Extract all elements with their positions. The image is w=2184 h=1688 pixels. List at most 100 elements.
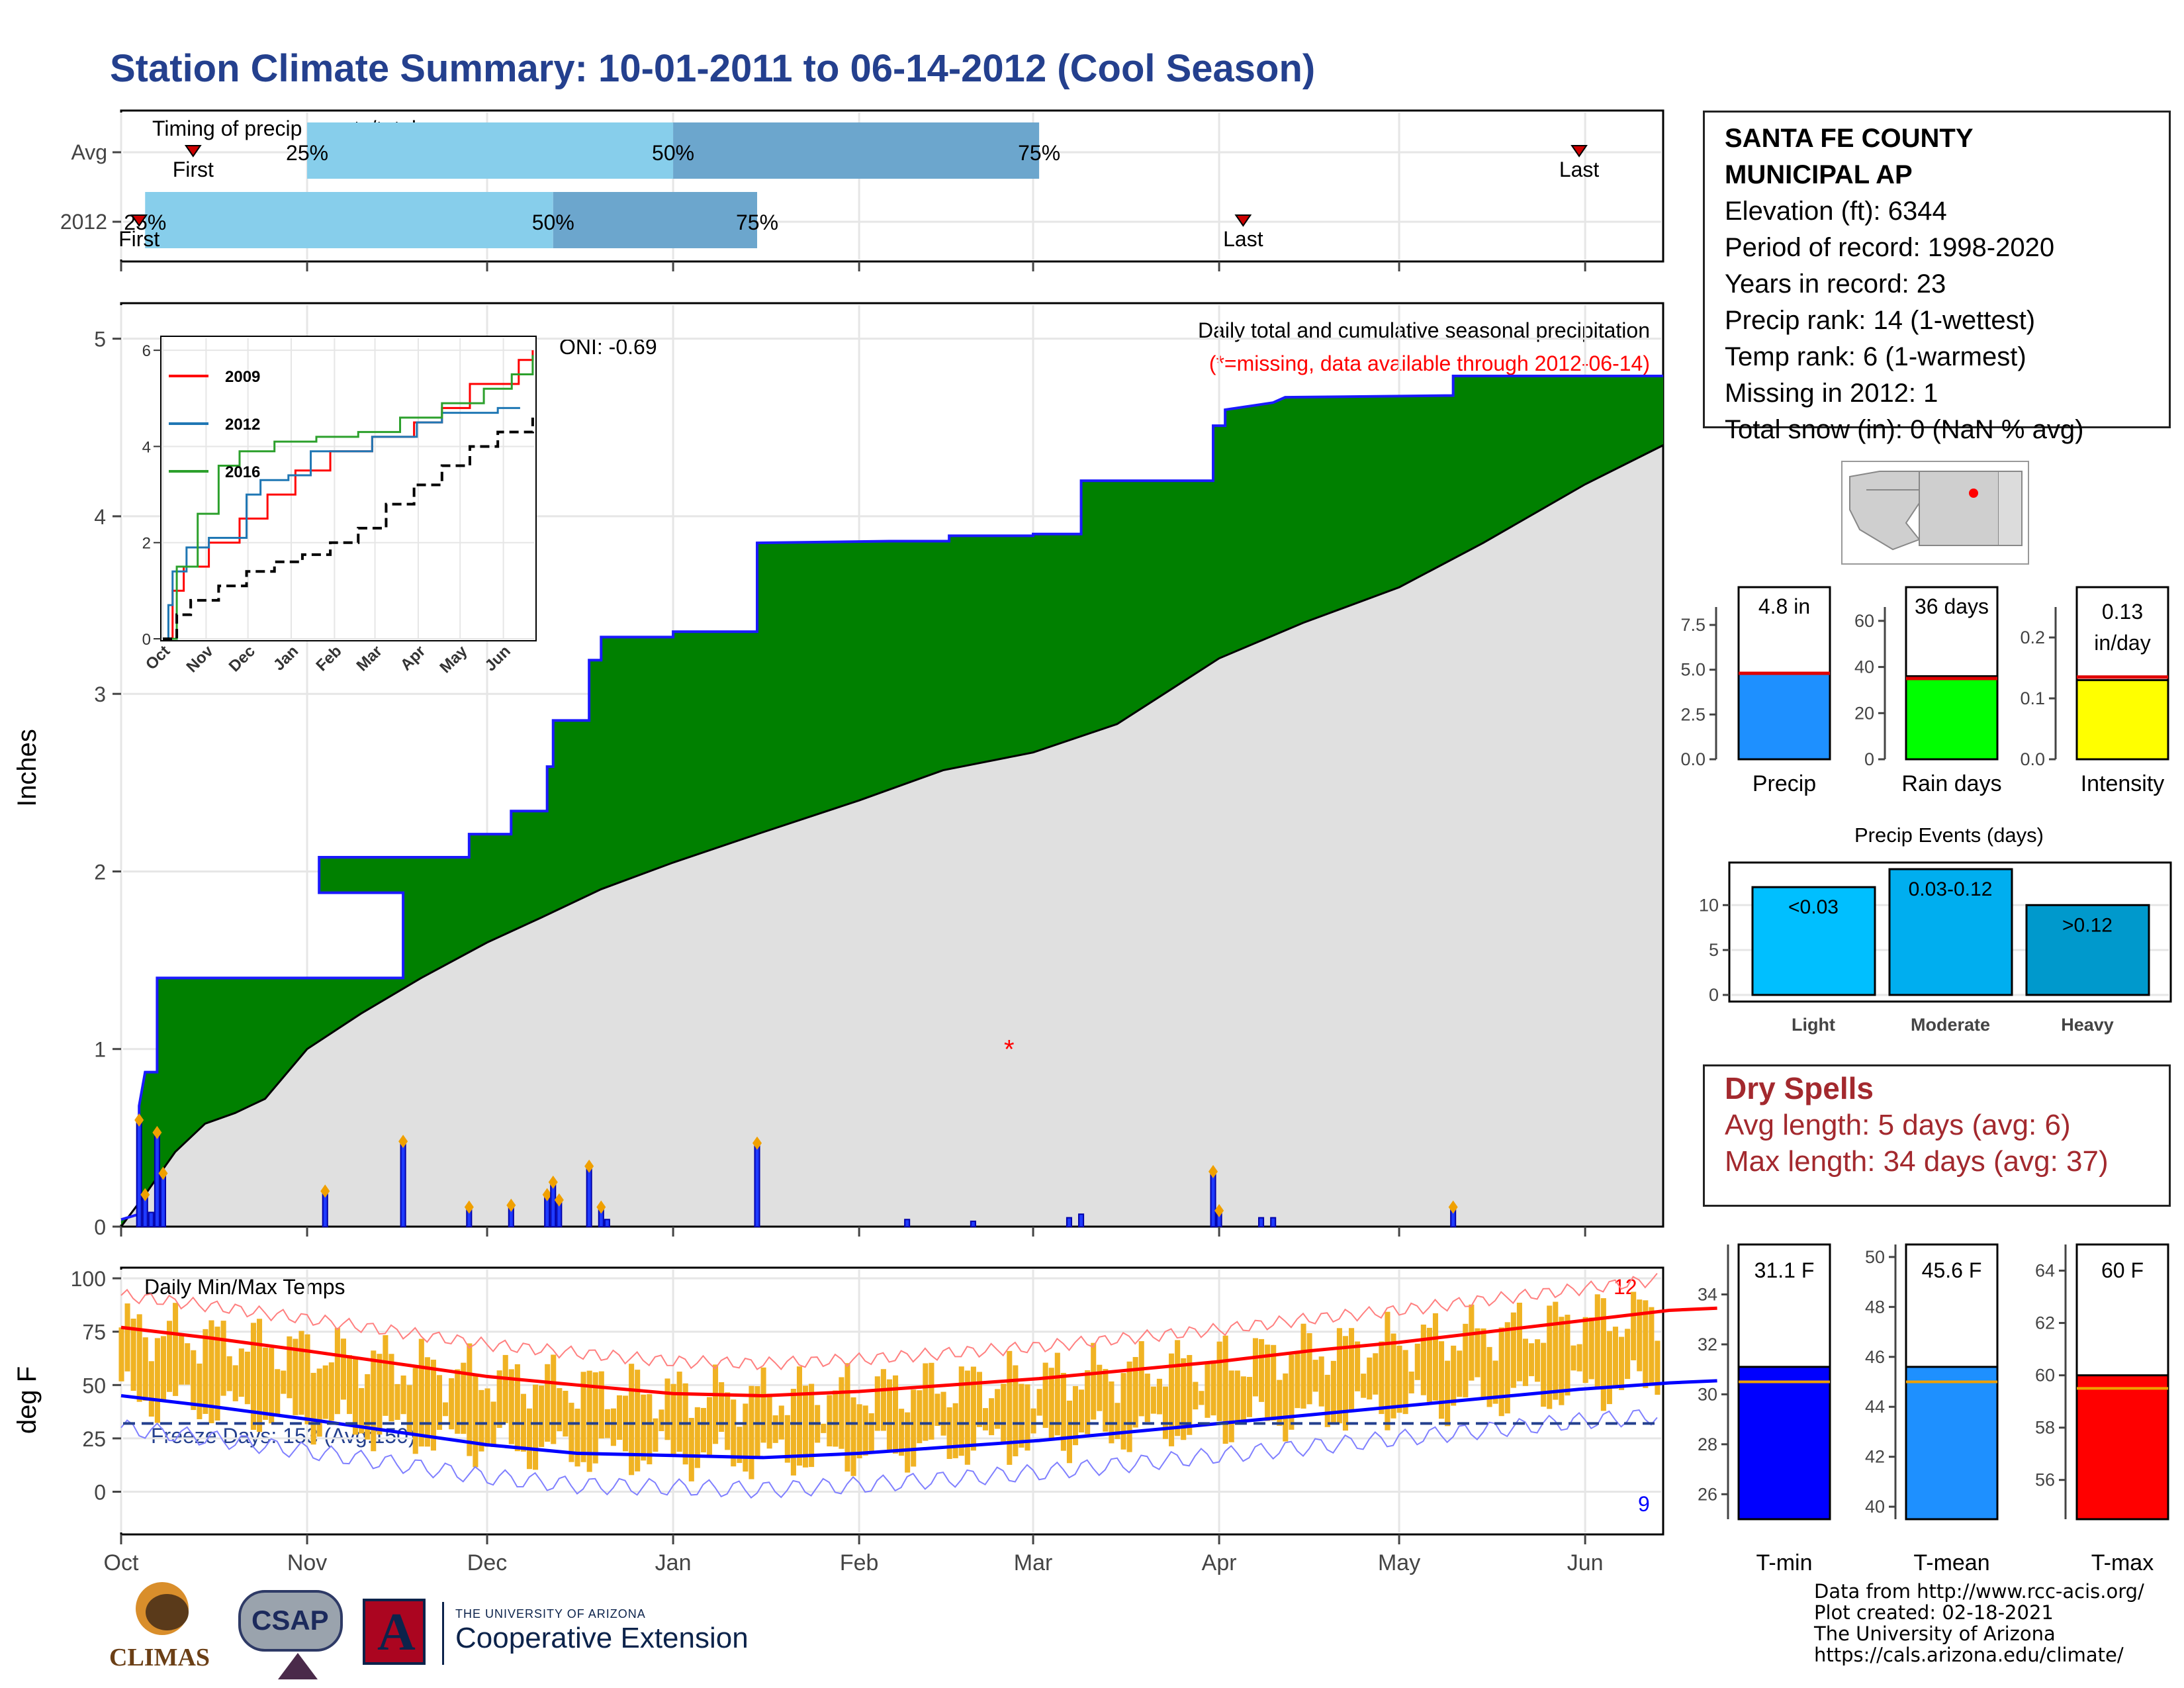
temp-x-tick-label: Oct [104, 1550, 139, 1575]
daily-precip-marker [140, 1188, 150, 1201]
daily-precip-bar [1066, 1217, 1072, 1228]
daily-temp-range-bar [1655, 1340, 1661, 1395]
logo-divider [442, 1602, 444, 1665]
daily-temp-range-bar [856, 1404, 862, 1458]
daily-temp-range-bar [821, 1423, 827, 1433]
temp-x-tick-label: Apr [1202, 1550, 1237, 1575]
daily-precip-bar [400, 1141, 406, 1227]
temp-summary-y-tick-label: 64 [2035, 1261, 2055, 1281]
average-precip-area [118, 444, 1664, 1228]
daily-temp-range-bar [1175, 1340, 1181, 1436]
daily-temp-range-bar [1210, 1360, 1216, 1416]
timing-row-label: Avg [71, 140, 107, 164]
daily-temp-range-bar [1228, 1370, 1234, 1442]
station-elevation: Elevation (ft): 6344 [1725, 197, 1947, 226]
events-category-label: Light [1792, 1015, 1835, 1035]
daily-temp-range-bar [1516, 1302, 1522, 1382]
summary-value-label: in/day [2094, 631, 2150, 655]
daily-temp-range-bar [359, 1387, 365, 1434]
daily-temp-range-bar [946, 1407, 952, 1460]
daily-temp-range-bar [467, 1343, 473, 1456]
daily-temp-range-bar [610, 1408, 616, 1446]
precip-events-chart: Precip Events (days) 0 5 10 <0.03 Light 0.03-… [1699, 823, 2172, 1035]
daily-temp-range-bar [592, 1372, 598, 1464]
daily-temp-range-bar [478, 1389, 484, 1452]
events-category-label: Moderate [1911, 1015, 1990, 1035]
daily-temp-range-bar [281, 1370, 287, 1394]
summary-y-tick-label: 20 [1854, 703, 1874, 723]
daily-temp-range-bar [250, 1323, 256, 1430]
daily-temp-range-bar [443, 1402, 449, 1417]
summary-bar-rain-days [1905, 675, 1999, 761]
daily-temp-range-bar [1199, 1391, 1205, 1405]
missing-day-marker: * [1004, 1035, 1015, 1064]
daily-temp-range-bar [269, 1348, 275, 1424]
temp-y-tick-label: 0 [94, 1481, 106, 1505]
daily-temp-range-bar [1492, 1360, 1498, 1404]
daily-temp-range-bar [1355, 1341, 1361, 1391]
temp-x-tick-label: Mar [1014, 1550, 1053, 1575]
daily-temp-range-bar [226, 1356, 232, 1391]
daily-temp-range-bar [1570, 1345, 1576, 1371]
daily-temp-range-bar [208, 1320, 214, 1424]
daily-temp-range-bar [1193, 1382, 1199, 1410]
daily-temp-range-bar [148, 1361, 154, 1417]
daily-temp-range-bar [886, 1379, 892, 1452]
precip-y-tick-label: 5 [94, 328, 106, 352]
timing-label-last: Last [1223, 227, 1263, 251]
temp-summary-bar-t-min [1737, 1366, 1831, 1521]
temp-summary-value-label: 31.1 F [1754, 1258, 1815, 1282]
daily-temp-range-bar [424, 1357, 430, 1447]
climas-logo[interactable]: CLIMAS [109, 1582, 215, 1681]
summary-y-tick-label: 0.0 [1680, 749, 1706, 769]
daily-temp-range-bar [1535, 1339, 1541, 1382]
summary-y-tick-label: 0.2 [2020, 628, 2045, 647]
daily-temp-range-bar [1138, 1341, 1144, 1417]
events-y-tick-label: 0 [1709, 985, 1719, 1005]
daily-temp-range-bar [827, 1395, 833, 1447]
daily-temp-range-bar [659, 1409, 664, 1431]
summary-y-tick-label: 2.5 [1680, 704, 1706, 724]
daily-temp-range-bar [917, 1390, 923, 1444]
cooperative-extension-text: Cooperative Extension [455, 1622, 749, 1654]
daily-temp-range-bar [298, 1331, 304, 1415]
daily-precip-marker [584, 1159, 594, 1173]
timing-bar-25-50 [307, 122, 674, 179]
daily-temp-range-bar [688, 1417, 694, 1481]
daily-temp-range-bar [430, 1360, 436, 1451]
daily-temp-range-bar [899, 1409, 905, 1456]
credit-url: https://cals.arizona.edu/climate/ [1814, 1644, 2124, 1666]
daily-temp-range-bar [185, 1343, 191, 1385]
daily-precip-bar [148, 1211, 154, 1227]
daily-temp-range-bar [1553, 1301, 1559, 1400]
daily-temp-range-bar [1246, 1377, 1252, 1417]
daily-temp-range-bar [1390, 1333, 1396, 1419]
daily-temp-range-bar [790, 1389, 796, 1476]
daily-temp-range-bar [629, 1364, 635, 1476]
daily-temp-range-bar [275, 1369, 281, 1416]
daily-temp-range-bar [1565, 1315, 1570, 1396]
daily-temp-range-bar [743, 1403, 749, 1472]
daily-precip-bar [586, 1165, 592, 1227]
daily-temp-range-bar [412, 1368, 418, 1454]
daily-temp-range-bar [995, 1389, 1001, 1429]
inset-y-tick-label: 4 [142, 438, 151, 456]
daily-temp-range-bar [1522, 1338, 1529, 1386]
daily-temp-range-bar [1547, 1305, 1553, 1409]
daily-temp-range-bar [166, 1321, 173, 1392]
daily-temp-range-bar [1265, 1344, 1271, 1421]
daily-temp-range-bar [1283, 1373, 1289, 1442]
daily-temp-range-bar [455, 1369, 461, 1434]
daily-temp-range-bar [1019, 1383, 1024, 1448]
daily-temp-range-bar [1402, 1350, 1408, 1415]
university-of-arizona-logo[interactable]: A [363, 1599, 435, 1671]
timing-last-marker [1570, 145, 1588, 158]
daily-precip-bar [904, 1219, 911, 1228]
daily-temp-range-bar [1187, 1354, 1193, 1435]
daily-temp-range-bar [1457, 1350, 1463, 1397]
events-bar-light [1751, 886, 1876, 996]
temperature-panel: Daily Min/Max Temps Freeze Days: 153 (Av… [13, 1266, 1717, 1575]
csap-logo[interactable]: CSAP [232, 1583, 351, 1683]
avg-tmax-line [120, 1306, 1717, 1397]
